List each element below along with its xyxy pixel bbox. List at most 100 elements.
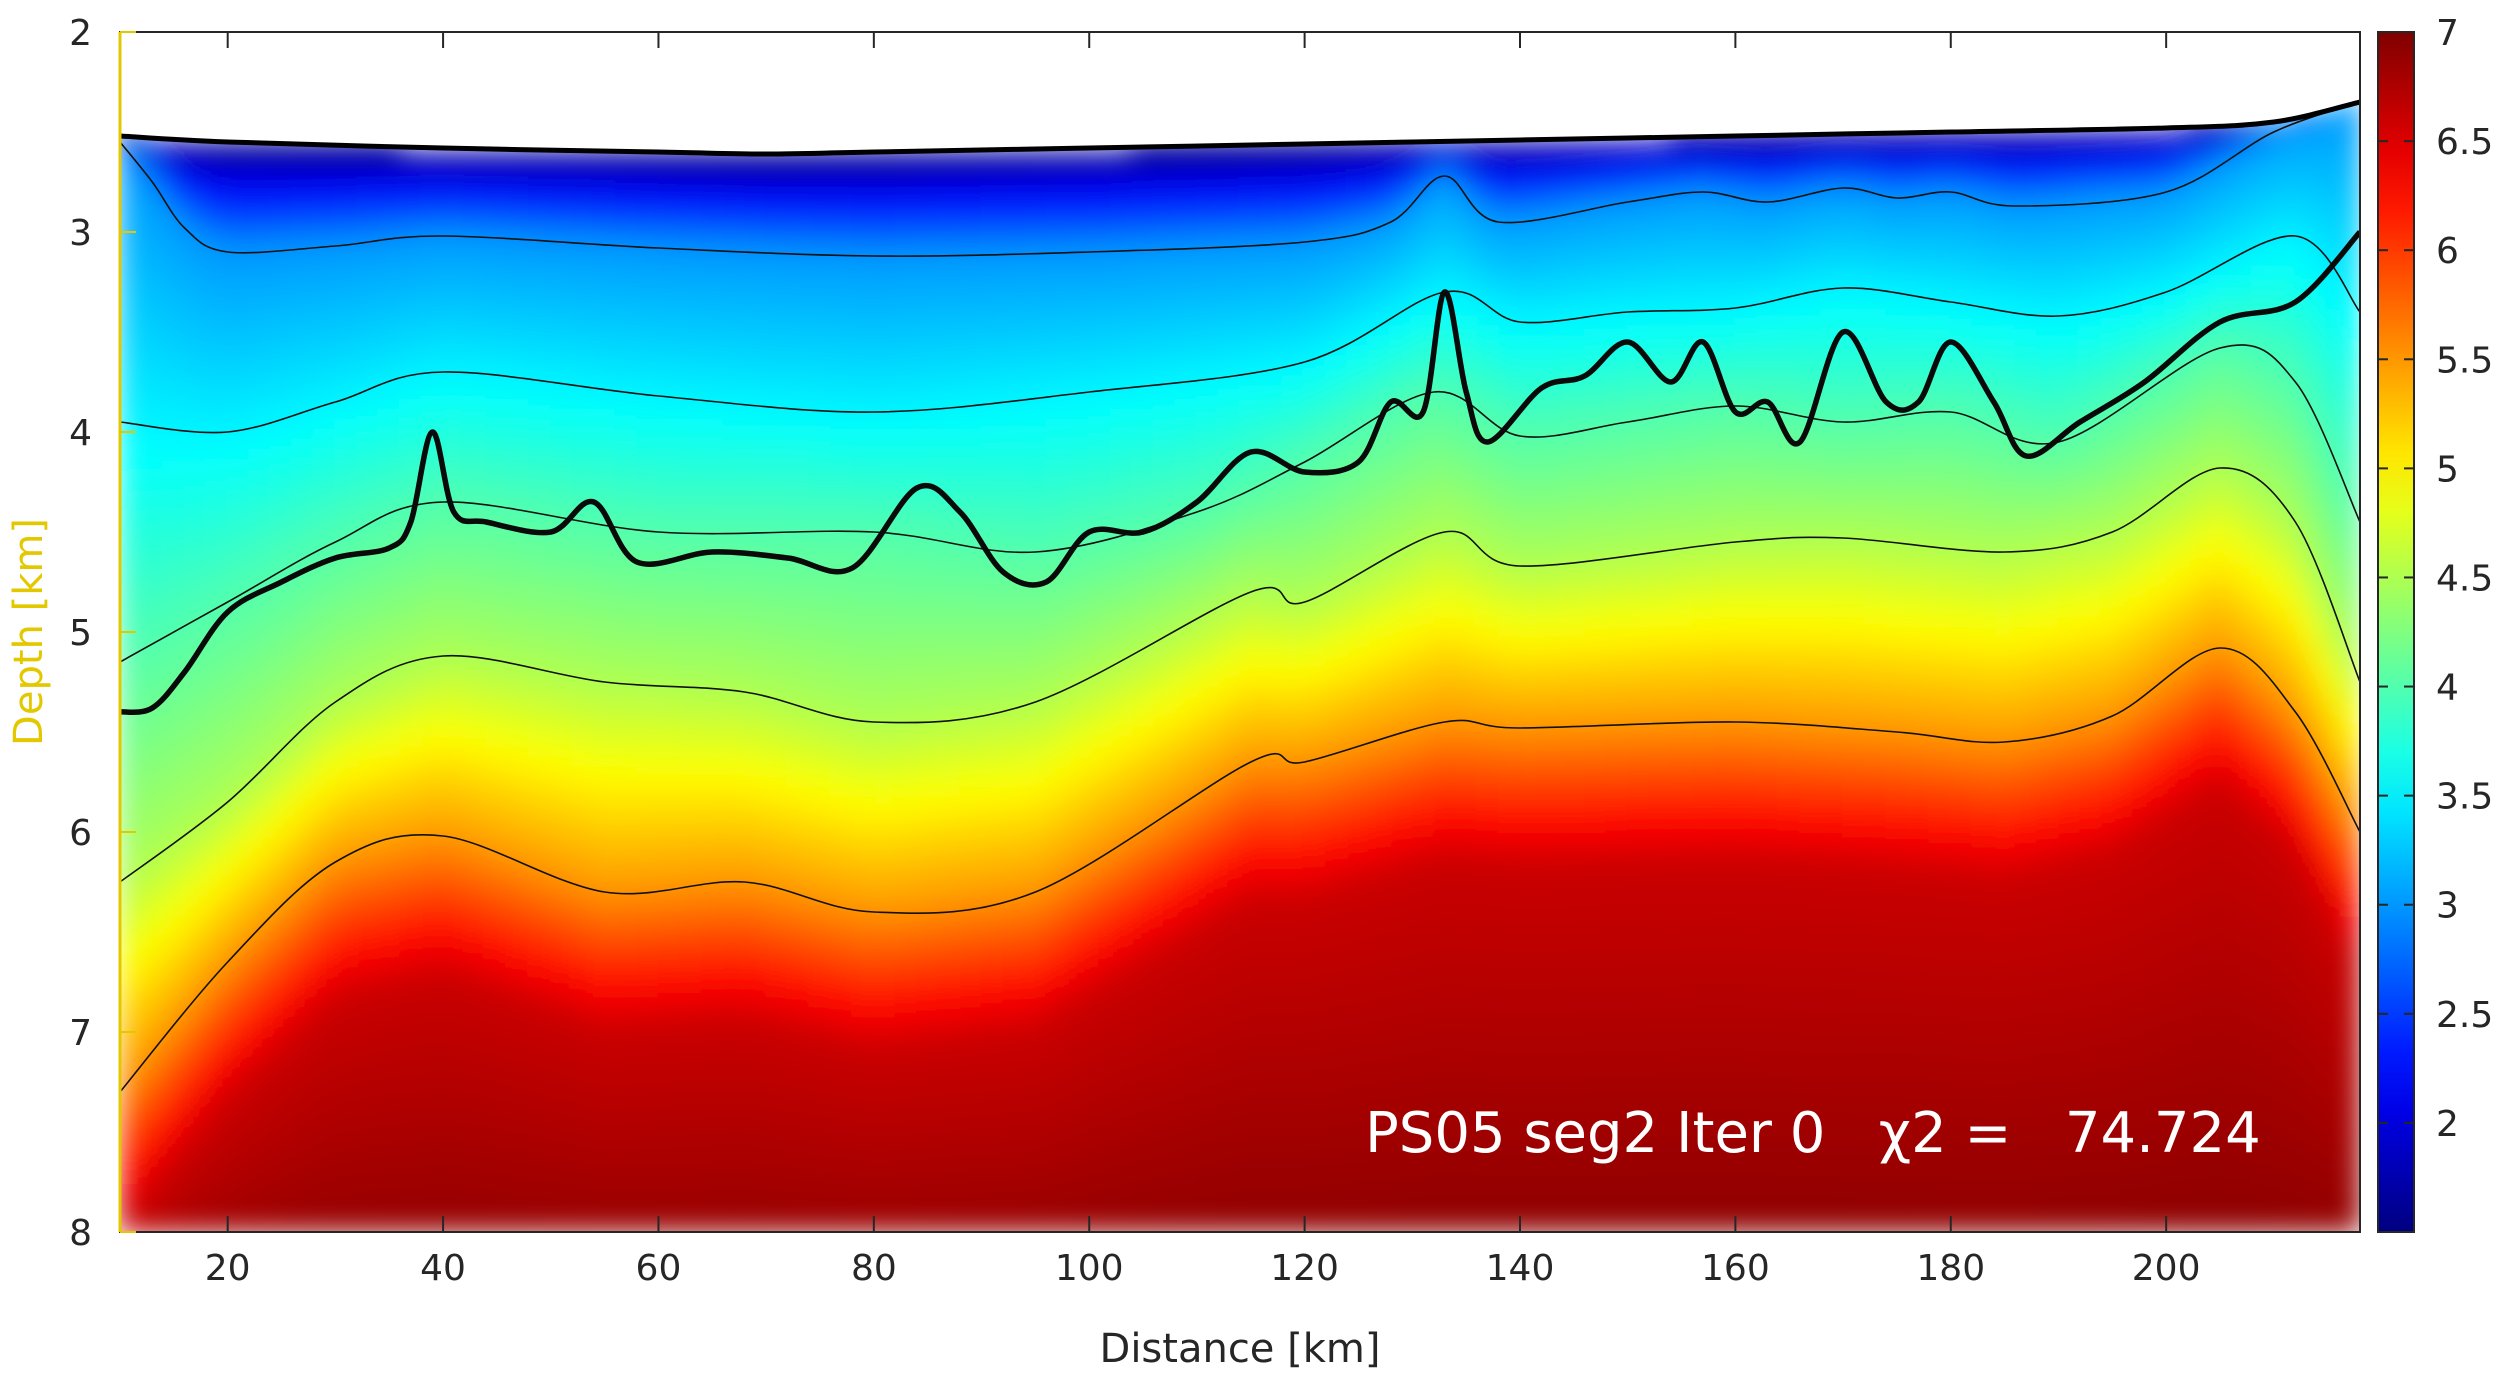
field-cell xyxy=(334,591,358,603)
field-cell xyxy=(183,681,208,693)
field-cell xyxy=(355,891,380,903)
field-cell xyxy=(269,401,294,413)
field-cell xyxy=(377,1161,401,1173)
field-cell xyxy=(269,211,294,223)
field-cell xyxy=(442,891,466,903)
field-cell xyxy=(205,1081,229,1093)
field-cell xyxy=(269,761,294,773)
field-cell xyxy=(140,741,164,753)
field-cell xyxy=(269,1171,294,1183)
field-cell xyxy=(269,521,294,533)
field-cell xyxy=(312,941,337,953)
field-cell xyxy=(442,911,466,923)
field-cell xyxy=(291,701,315,713)
field-cell xyxy=(183,741,208,753)
field-cell xyxy=(183,991,208,1003)
field-cell xyxy=(334,771,358,783)
field-cell xyxy=(205,761,229,773)
field-cell xyxy=(420,151,444,163)
field-cell xyxy=(162,661,186,673)
field-cell xyxy=(334,911,358,923)
field-cell xyxy=(399,821,423,833)
field-cell xyxy=(162,1001,186,1013)
field-cell xyxy=(120,1151,143,1163)
field-cell xyxy=(291,601,315,613)
field-cell xyxy=(162,901,186,913)
field-cell xyxy=(183,881,208,893)
field-cell xyxy=(140,411,164,423)
field-cell xyxy=(399,251,423,263)
field-cell xyxy=(334,601,358,613)
field-cell xyxy=(312,761,337,773)
field-cell xyxy=(226,1191,251,1203)
field-cell xyxy=(442,1041,466,1053)
field-cell xyxy=(399,1001,423,1013)
field-cell xyxy=(377,461,401,473)
field-cell xyxy=(399,741,423,753)
field-cell xyxy=(226,431,251,443)
field-cell xyxy=(291,441,315,453)
field-cell xyxy=(120,291,143,303)
field-cell xyxy=(140,761,164,773)
field-cell xyxy=(442,151,466,163)
field-cell xyxy=(442,1051,466,1063)
field-cell xyxy=(248,801,272,813)
field-cell xyxy=(120,241,143,253)
field-cell xyxy=(248,1211,272,1223)
field-cell xyxy=(183,841,208,853)
field-cell xyxy=(420,261,444,273)
field-cell xyxy=(226,371,251,383)
field-cell xyxy=(399,551,423,563)
field-cell xyxy=(355,921,380,933)
field-cell xyxy=(291,671,315,683)
field-cell xyxy=(226,221,251,233)
field-cell xyxy=(226,331,251,343)
field-cell xyxy=(377,771,401,783)
field-cell xyxy=(291,471,315,483)
field-cell xyxy=(183,211,208,223)
field-cell xyxy=(183,431,208,443)
field-cell xyxy=(442,361,466,373)
field-cell xyxy=(120,721,143,733)
field-cell xyxy=(442,421,466,433)
field-cell xyxy=(420,531,444,543)
field-cell xyxy=(226,751,251,763)
field-cell xyxy=(120,1221,143,1232)
field-cell xyxy=(226,161,251,173)
field-cell xyxy=(162,591,186,603)
field-cell xyxy=(355,1131,380,1143)
field-cell xyxy=(269,221,294,233)
field-cell xyxy=(226,481,251,493)
field-cell xyxy=(334,491,358,503)
field-cell xyxy=(399,241,423,253)
field-cell xyxy=(140,241,164,253)
field-cell xyxy=(226,381,251,393)
field-cell xyxy=(226,511,251,523)
field-cell xyxy=(140,771,164,783)
field-cell xyxy=(377,161,401,173)
field-cell xyxy=(120,601,143,613)
field-cell xyxy=(399,311,423,323)
field-cell xyxy=(248,701,272,713)
field-cell xyxy=(269,351,294,363)
field-cell xyxy=(248,1061,272,1073)
field-cell xyxy=(205,241,229,253)
field-cell xyxy=(442,1111,466,1123)
field-cell xyxy=(226,1111,251,1123)
field-cell xyxy=(205,641,229,653)
field-cell xyxy=(312,461,337,473)
field-cell xyxy=(226,641,251,653)
field-cell xyxy=(183,1101,208,1113)
field-cell xyxy=(248,1051,272,1063)
field-cell xyxy=(183,251,208,263)
field-cell xyxy=(442,191,466,203)
field-cell xyxy=(162,781,186,793)
field-cell xyxy=(442,441,466,453)
field-cell xyxy=(420,891,444,903)
field-cell xyxy=(442,811,466,823)
field-cell xyxy=(463,181,488,193)
field-cell xyxy=(377,471,401,483)
field-cell xyxy=(463,281,488,293)
field-cell xyxy=(312,1091,337,1103)
field-cell xyxy=(312,1161,337,1173)
